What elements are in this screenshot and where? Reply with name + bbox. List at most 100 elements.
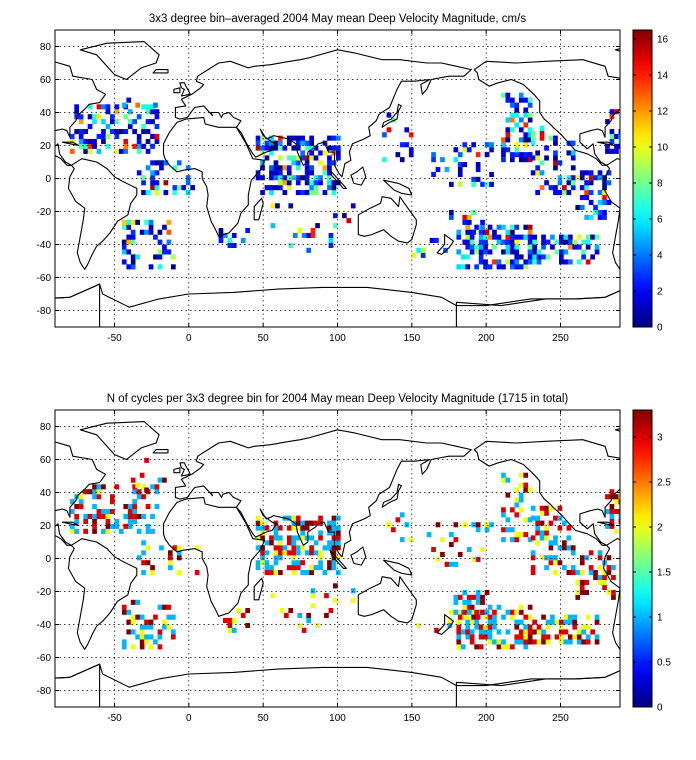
data-bin bbox=[576, 234, 582, 240]
data-bin bbox=[501, 147, 506, 153]
coastline bbox=[381, 483, 402, 508]
data-bin bbox=[581, 254, 586, 260]
data-bin bbox=[548, 135, 554, 141]
data-bin bbox=[282, 175, 288, 181]
data-bin bbox=[127, 504, 133, 510]
data-bin bbox=[278, 140, 283, 146]
data-bin bbox=[590, 254, 595, 260]
data-bin bbox=[554, 634, 560, 640]
data-bin bbox=[566, 180, 572, 186]
data-bin bbox=[514, 259, 520, 265]
data-bin bbox=[101, 484, 106, 490]
data-bin bbox=[478, 644, 484, 650]
data-bin bbox=[286, 565, 292, 571]
data-bin bbox=[535, 525, 540, 531]
data-bin bbox=[559, 249, 564, 255]
data-bin bbox=[420, 252, 426, 258]
y-tick-label: 20 bbox=[40, 521, 52, 532]
data-bin bbox=[518, 492, 524, 498]
data-bin bbox=[478, 259, 484, 265]
data-bin bbox=[286, 155, 292, 161]
data-bin bbox=[83, 518, 88, 524]
data-bin bbox=[484, 589, 490, 595]
data-bin bbox=[309, 545, 314, 551]
data-bin bbox=[315, 622, 320, 628]
data-bin bbox=[145, 545, 151, 551]
data-bin bbox=[505, 259, 511, 265]
data-bin bbox=[605, 509, 610, 515]
data-bin bbox=[295, 560, 301, 566]
data-bin bbox=[145, 528, 151, 534]
data-bin bbox=[559, 619, 564, 625]
data-bin bbox=[487, 629, 493, 635]
data-bin bbox=[408, 537, 414, 543]
data-bin bbox=[557, 160, 563, 166]
data-bin bbox=[300, 135, 305, 141]
data-bin bbox=[132, 499, 137, 505]
coastline bbox=[55, 283, 101, 327]
data-bin bbox=[168, 555, 173, 561]
data-bin bbox=[331, 515, 337, 521]
data-bin bbox=[478, 629, 484, 635]
colorbar-tick-label: 6 bbox=[657, 215, 663, 226]
data-bin bbox=[462, 214, 468, 220]
x-tick-label: 100 bbox=[329, 333, 346, 344]
data-bin bbox=[483, 614, 488, 620]
data-bin bbox=[590, 234, 595, 240]
data-bin bbox=[159, 545, 164, 551]
data-bin bbox=[483, 244, 488, 250]
data-bin bbox=[530, 170, 536, 176]
data-bin bbox=[92, 143, 97, 149]
data-bin bbox=[484, 152, 490, 158]
data-bin bbox=[306, 612, 311, 618]
data-bin bbox=[286, 185, 292, 191]
coastline bbox=[614, 48, 620, 52]
data-bin bbox=[327, 185, 332, 191]
data-bin bbox=[532, 619, 537, 625]
data-bin bbox=[92, 513, 97, 519]
data-bin bbox=[139, 614, 145, 620]
data-bin bbox=[460, 264, 466, 270]
data-bin bbox=[318, 160, 323, 166]
data-bin bbox=[171, 634, 176, 640]
data-bin bbox=[559, 234, 564, 240]
data-bin bbox=[166, 219, 172, 225]
coastline bbox=[350, 546, 367, 566]
data-bin bbox=[465, 229, 471, 235]
data-bin bbox=[594, 639, 600, 645]
data-bin bbox=[487, 234, 493, 240]
data-bin bbox=[535, 190, 540, 196]
data-bin bbox=[96, 489, 102, 495]
data-bin bbox=[559, 254, 564, 260]
data-bin bbox=[141, 143, 146, 149]
data-bin bbox=[435, 556, 441, 562]
x-tick-label: 250 bbox=[552, 713, 569, 724]
data-bin bbox=[465, 629, 471, 635]
data-bin bbox=[449, 214, 454, 220]
data-bin bbox=[609, 518, 615, 524]
data-bin bbox=[584, 185, 589, 191]
data-bin bbox=[536, 259, 542, 265]
data-bin bbox=[264, 565, 270, 571]
data-bin bbox=[157, 249, 163, 255]
colorbar-tick-label: 2.5 bbox=[657, 478, 671, 489]
data-bin bbox=[584, 579, 589, 585]
data-bin bbox=[78, 143, 84, 149]
data-bin bbox=[544, 565, 549, 571]
data-bin bbox=[456, 639, 462, 645]
data-bin bbox=[480, 599, 485, 605]
data-bin bbox=[130, 254, 136, 260]
data-bin bbox=[609, 129, 615, 135]
data-bin bbox=[145, 148, 151, 154]
data-bin bbox=[514, 112, 520, 118]
data-bin bbox=[588, 214, 594, 220]
data-bin bbox=[270, 593, 276, 599]
data-bin bbox=[614, 509, 619, 515]
data-bin bbox=[614, 133, 619, 139]
data-bin bbox=[492, 609, 497, 615]
data-bin bbox=[168, 550, 173, 556]
data-bin bbox=[496, 629, 502, 635]
data-bin bbox=[566, 175, 572, 181]
data-bin bbox=[318, 555, 323, 561]
data-bin bbox=[304, 140, 310, 146]
